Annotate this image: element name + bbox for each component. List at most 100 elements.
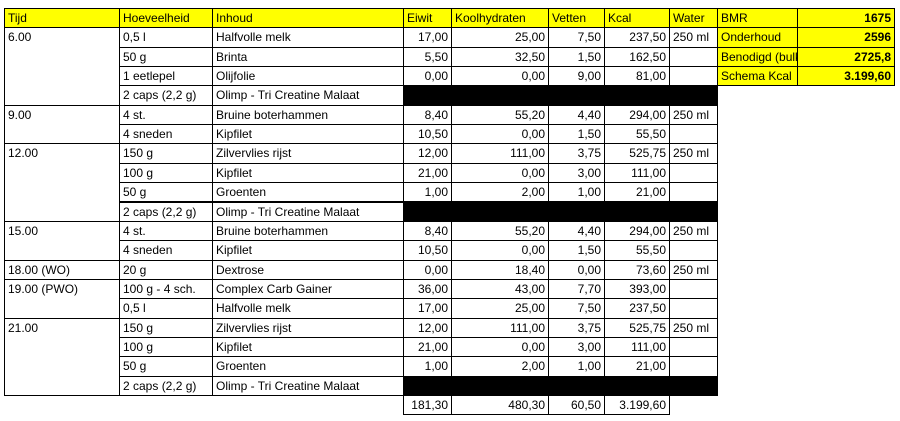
time-cell: 18.00 (WO) [4, 259, 120, 280]
value-cell: 0,00 [548, 259, 605, 280]
value-cell: 21,00 [604, 182, 670, 203]
value-cell: 12,00 [403, 143, 452, 164]
text-cell: 100 g - 4 sch. [119, 278, 213, 300]
text-cell: 50 g [119, 46, 213, 68]
value-cell: 250 ml [669, 104, 718, 126]
text-cell: Kipfilet [212, 162, 404, 184]
value-cell [669, 46, 718, 68]
time-cell [4, 162, 120, 184]
text-cell: 100 g [119, 336, 213, 358]
total-cell: 3.199,60 [604, 395, 670, 416]
header-cell: Kcal [604, 8, 670, 29]
value-cell: 4,40 [548, 104, 605, 126]
header-cell: Inhoud [212, 8, 404, 29]
time-cell [4, 46, 120, 68]
text-cell: 100 g [119, 162, 213, 184]
value-cell: 8,40 [403, 220, 452, 242]
value-cell: 0,00 [403, 259, 452, 280]
value-cell: 0,00 [451, 66, 549, 87]
value-cell: 32,50 [451, 46, 549, 68]
value-cell: 0,00 [451, 240, 549, 261]
value-cell: 0,00 [451, 336, 549, 358]
text-cell: Halfvolle melk [212, 298, 404, 319]
text-cell: 4 st. [119, 104, 213, 126]
time-cell [4, 375, 120, 396]
header-cell: Water [669, 8, 718, 29]
value-cell: 294,00 [604, 220, 670, 242]
text-cell: Dextrose [212, 259, 404, 280]
value-cell: 5,50 [403, 46, 452, 68]
value-cell: 2,00 [451, 182, 549, 203]
header-cell: Eiwit [403, 8, 452, 29]
value-cell: 81,00 [604, 66, 670, 87]
text-cell: Bruine boterhammen [212, 220, 404, 242]
header-cell: Hoeveelheid [119, 8, 213, 29]
text-cell: 150 g [119, 143, 213, 164]
value-cell: 0,00 [451, 162, 549, 184]
value-cell: 55,50 [604, 124, 670, 145]
text-cell: Kipfilet [212, 336, 404, 358]
value-cell: 10,50 [403, 240, 452, 261]
text-cell: 0,5 l [119, 27, 213, 48]
value-cell: 250 ml [669, 143, 718, 164]
value-cell: 1,00 [403, 182, 452, 203]
value-cell: 1,00 [548, 182, 605, 203]
value-cell: 250 ml [669, 259, 718, 280]
value-cell [669, 356, 718, 377]
text-cell: Olijfolie [212, 66, 404, 87]
text-cell: 50 g [119, 182, 213, 203]
summary-value: 2596 [797, 27, 895, 48]
summary-label: Schema Kcal [717, 66, 798, 87]
header-cell: Tijd [4, 8, 120, 29]
text-cell: 20 g [119, 259, 213, 280]
value-cell: 3,00 [548, 162, 605, 184]
value-cell: 4,40 [548, 220, 605, 242]
time-cell: 12.00 [4, 143, 120, 164]
blocked-cell [403, 375, 718, 396]
text-cell: 50 g [119, 356, 213, 377]
text-cell: Olimp - Tri Creatine Malaat [212, 85, 404, 106]
blocked-cell [403, 201, 718, 222]
value-cell: 3,75 [548, 317, 605, 338]
value-cell: 3,75 [548, 143, 605, 164]
time-cell [4, 182, 120, 203]
value-cell [669, 182, 718, 203]
text-cell: 2 caps (2,2 g) [119, 85, 213, 106]
value-cell: 43,00 [451, 278, 549, 300]
time-cell [4, 124, 120, 145]
value-cell: 55,20 [451, 104, 549, 126]
value-cell: 111,00 [604, 336, 670, 358]
value-cell: 393,00 [604, 278, 670, 300]
value-cell: 525,75 [604, 317, 670, 338]
value-cell: 1,00 [403, 356, 452, 377]
time-cell: 9.00 [4, 104, 120, 126]
time-cell [4, 336, 120, 358]
value-cell: 73,60 [604, 259, 670, 280]
text-cell: Kipfilet [212, 124, 404, 145]
time-cell [4, 240, 120, 261]
text-cell: 150 g [119, 317, 213, 338]
header-cell: Vetten [548, 8, 605, 29]
value-cell: 21,00 [604, 356, 670, 377]
time-cell [4, 85, 120, 106]
value-cell: 10,50 [403, 124, 452, 145]
text-cell: Olimp - Tri Creatine Malaat [212, 201, 404, 222]
value-cell: 162,50 [604, 46, 670, 68]
value-cell: 1,50 [548, 240, 605, 261]
text-cell: Zilvervlies rijst [212, 143, 404, 164]
value-cell: 55,50 [604, 240, 670, 261]
time-cell: 19.00 (PWO) [4, 278, 120, 300]
value-cell: 7,70 [548, 278, 605, 300]
text-cell: 4 st. [119, 220, 213, 242]
value-cell: 21,00 [403, 336, 452, 358]
text-cell: 1 eetlepel [119, 66, 213, 87]
text-cell: 0,5 l [119, 298, 213, 319]
total-cell: 60,50 [548, 395, 605, 416]
value-cell: 36,00 [403, 278, 452, 300]
value-cell: 294,00 [604, 104, 670, 126]
summary-label: BMR [717, 8, 798, 29]
header-cell: Koolhydraten [451, 8, 549, 29]
value-cell: 1,00 [548, 356, 605, 377]
summary-value: 3.199,60 [797, 66, 895, 87]
value-cell [669, 162, 718, 184]
